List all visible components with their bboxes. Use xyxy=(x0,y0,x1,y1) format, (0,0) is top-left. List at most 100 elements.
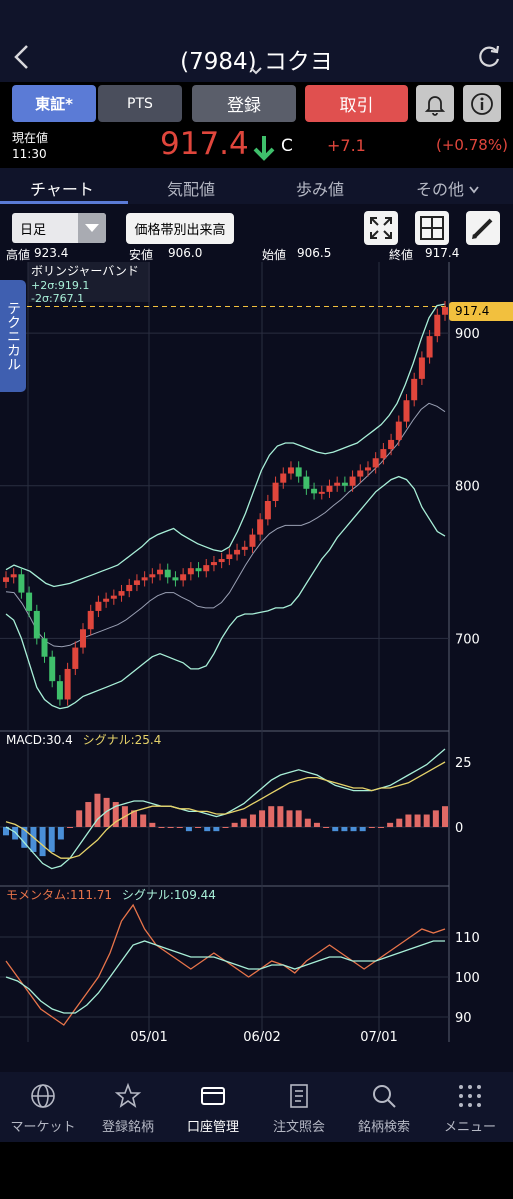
macd-histogram-bar xyxy=(76,810,83,827)
candle-body xyxy=(442,307,448,315)
macd-legend: MACD:30.4 シグナル:25.4 xyxy=(6,731,161,748)
macd-panel xyxy=(3,748,448,870)
period-select-toggle xyxy=(78,213,106,243)
macd-histogram-bar xyxy=(3,827,9,836)
candlesticks xyxy=(3,301,448,706)
candle-body xyxy=(118,591,125,596)
macd-histogram-bar xyxy=(332,827,339,832)
macd-histogram-bar xyxy=(313,822,320,827)
technical-side-tab[interactable]: テクニカル xyxy=(0,280,26,392)
layout-button[interactable] xyxy=(415,211,449,245)
macd-histogram-bar xyxy=(30,827,37,852)
macd-histogram-bar xyxy=(249,814,256,827)
ohlc-row: 高値 923.4 安値 906.0 始値 906.5 終値 917.4 xyxy=(0,246,460,262)
stock-chart[interactable]: 05/01 06/02 07/01 700 800 900 0 25 90 100 110 xyxy=(0,262,513,1044)
nav-watchlist[interactable]: 登録銘柄 xyxy=(85,1072,171,1142)
momentum-y-tick: 110 xyxy=(455,931,480,946)
nav-search[interactable]: 銘柄検索 xyxy=(341,1072,427,1142)
nav-market-label: マーケット xyxy=(10,1120,76,1135)
candle-body xyxy=(72,647,79,669)
nav-orders[interactable]: 注文照会 xyxy=(256,1072,342,1142)
price-label: 現在値 xyxy=(12,131,49,145)
momentum-panel xyxy=(5,903,446,1026)
macd-histogram-bar xyxy=(231,822,238,827)
macd-histogram-bar xyxy=(341,827,348,832)
macd-histogram-bar xyxy=(195,827,202,828)
high-value: 923.4 xyxy=(34,246,69,260)
candle-body xyxy=(395,421,402,440)
tab-ticks[interactable]: 歩み値 xyxy=(296,180,345,199)
bollinger-plus: +2σ:919.1 xyxy=(31,279,90,292)
register-button[interactable]: 登録 xyxy=(192,85,296,122)
draw-button[interactable] xyxy=(466,211,500,245)
back-arrow-icon[interactable] xyxy=(10,40,34,74)
pencil-icon xyxy=(472,218,493,239)
candle-body xyxy=(49,656,56,682)
candle-body xyxy=(334,482,341,486)
nav-account[interactable]: 口座管理 xyxy=(170,1072,256,1142)
candle-body xyxy=(426,336,433,358)
candle-body xyxy=(241,546,248,550)
close-value: 917.4 xyxy=(425,246,460,260)
macd-histogram-bar xyxy=(377,827,384,828)
candle-body xyxy=(388,439,395,450)
period-select-value: 日足 xyxy=(20,223,47,238)
low-value: 906.0 xyxy=(168,246,203,260)
period-select[interactable]: 日足 xyxy=(12,213,106,243)
candle-body xyxy=(318,491,325,494)
tab-more[interactable]: その他 xyxy=(416,176,480,200)
fullscreen-button[interactable] xyxy=(364,211,398,245)
chevron-down-icon[interactable] xyxy=(248,66,264,76)
candle-body xyxy=(187,568,194,575)
price-time: 11:30 xyxy=(12,147,47,161)
candle-body xyxy=(56,681,63,700)
bollinger-bands xyxy=(5,303,446,710)
macd-y-tick: 25 xyxy=(455,756,472,771)
candle-body xyxy=(295,467,302,477)
market-tosho-button[interactable]: 東証* xyxy=(12,85,96,122)
candle-body xyxy=(110,595,117,599)
volume-by-price-button[interactable]: 価格帯別出来高 xyxy=(126,213,234,244)
page-title[interactable]: (7984) コクヨ xyxy=(180,49,333,75)
candle-body xyxy=(26,592,33,611)
macd-histogram-bar xyxy=(85,802,92,827)
refresh-icon[interactable] xyxy=(476,44,502,70)
candle-body xyxy=(210,562,217,566)
alert-button[interactable] xyxy=(416,85,454,122)
bottom-navigation: マーケット 登録銘柄 口座管理 注文照会 銘柄検索 メニュー xyxy=(0,1072,513,1142)
candle-body xyxy=(80,629,87,648)
x-tick-label: 05/01 xyxy=(130,1030,167,1044)
candle-body xyxy=(87,610,94,630)
info-button[interactable] xyxy=(463,85,501,122)
momentum-value: モメンタム:111.71 xyxy=(6,888,113,902)
nav-market[interactable]: マーケット xyxy=(0,1072,86,1142)
open-label: 始値 xyxy=(262,248,287,262)
price-change: +7.1 xyxy=(327,136,366,155)
trade-button[interactable]: 取引 xyxy=(305,85,408,122)
macd-histogram-bar xyxy=(204,827,211,832)
macd-histogram-bar xyxy=(94,793,101,827)
candle-body xyxy=(33,610,40,639)
candle-body xyxy=(280,473,287,483)
expand-icon xyxy=(370,217,392,239)
momentum-signal-line xyxy=(5,940,445,1014)
candle-body xyxy=(411,378,418,401)
tab-chart[interactable]: チャート xyxy=(30,180,94,199)
candle-body xyxy=(234,549,241,555)
candle-body xyxy=(18,574,25,593)
macd-histogram-bar xyxy=(368,827,375,828)
macd-histogram-bar xyxy=(240,818,247,827)
search-icon xyxy=(373,1085,396,1108)
x-tick-label: 06/02 xyxy=(243,1030,280,1044)
nav-menu[interactable]: メニュー xyxy=(427,1072,513,1142)
tab-quotes[interactable]: 気配値 xyxy=(167,180,216,199)
candle-body xyxy=(218,559,225,563)
macd-histogram-bar xyxy=(140,814,147,827)
macd-histogram-bar xyxy=(423,814,430,827)
chevron-down-icon xyxy=(469,186,479,194)
document-icon xyxy=(290,1084,308,1108)
candle-body xyxy=(349,476,356,486)
market-pts-button[interactable]: PTS xyxy=(98,85,182,122)
candle-body xyxy=(257,519,264,535)
candle-body xyxy=(303,476,310,489)
